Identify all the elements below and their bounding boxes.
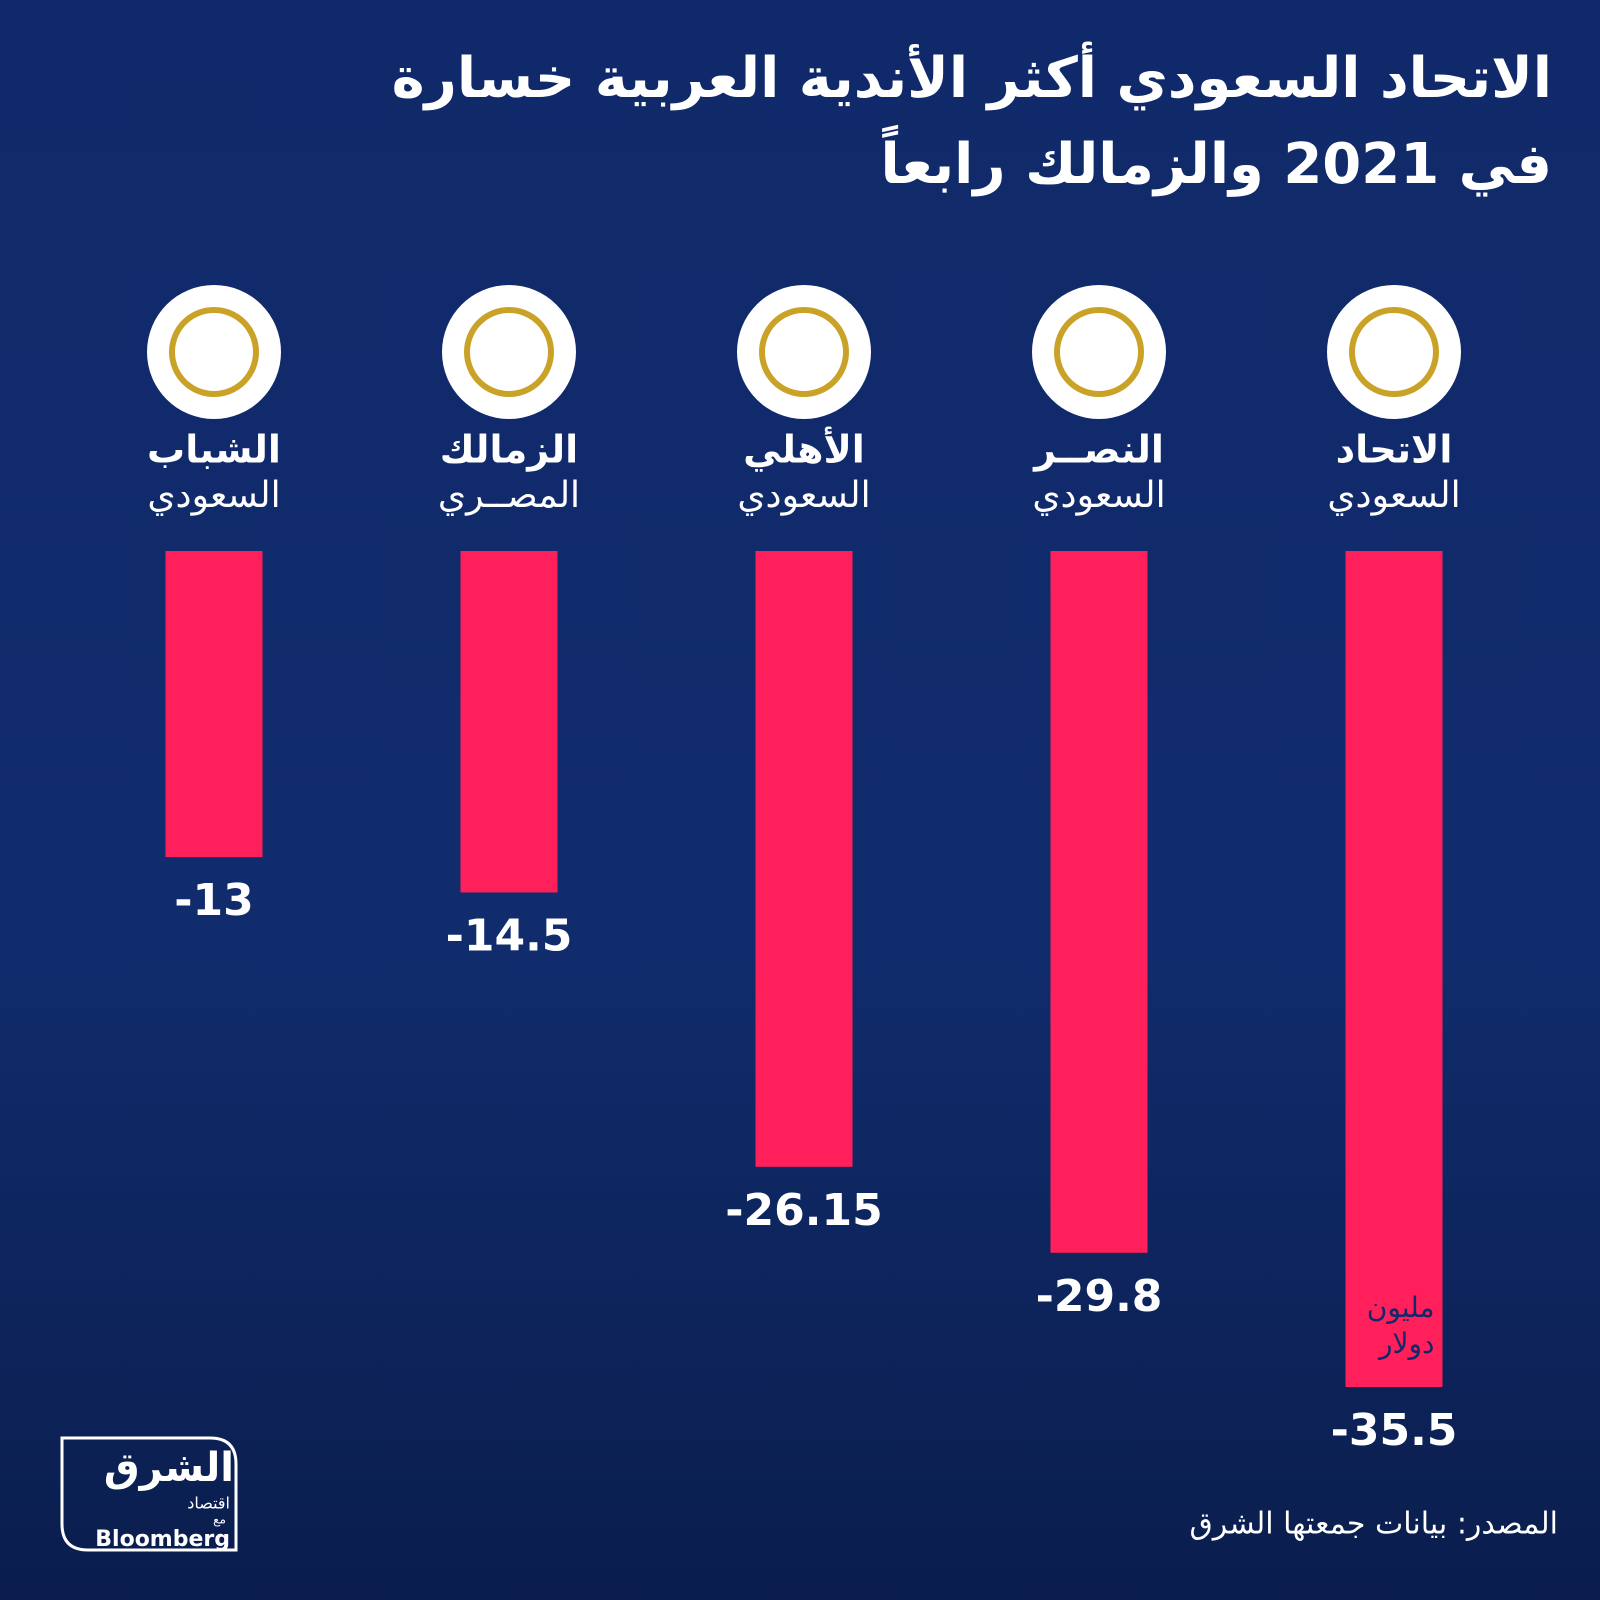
value-label: -29.8 [1036,1271,1163,1322]
category-label: النصــر [1032,428,1164,472]
category-sublabel: السعودي [737,475,870,516]
category-label: الشباب [147,428,281,472]
bar [1345,551,1443,1388]
logo-tagline: اقتصاد [187,1494,230,1513]
club-logo [1032,285,1166,419]
club-logo-inner [1349,307,1439,397]
unit-label: مليون [1367,1291,1435,1324]
bar [460,551,558,893]
value-label: -26.15 [725,1185,882,1236]
value-label: -14.5 [446,910,573,961]
club-logo [442,285,576,419]
club-logo [1327,285,1461,419]
logo-name: الشرق [104,1445,234,1491]
unit-label: دولار [1377,1327,1434,1360]
club-logo-inner [759,307,849,397]
club-logo-inner [1054,307,1144,397]
category-sublabel: السعودي [1032,475,1165,516]
category-label: الأهلي [743,426,865,472]
category-label: الزمالك [440,428,578,472]
value-label: -35.5 [1331,1405,1458,1456]
category-sublabel: المصــري [438,475,580,516]
club-logo [147,285,281,419]
brand-logo: الشرق اقتصاد مع Bloomberg [60,1436,238,1552]
club-logo-inner [169,307,259,397]
category-sublabel: السعودي [1327,475,1460,516]
club-logo-inner [464,307,554,397]
bar [1050,551,1148,1253]
logo-partner: Bloomberg [95,1527,230,1552]
bar [755,551,853,1167]
title-line: الاتحاد السعودي أكثر الأندية العربية خسا… [392,41,1552,111]
logo-with: مع [213,1513,226,1527]
club-logo [737,285,871,419]
logo-frame [60,1436,238,1552]
category-label: الاتحاد [1336,428,1453,472]
category-sublabel: السعودي [147,475,280,516]
source: المصدر: بيانات جمعتها الشرق [1189,1507,1558,1542]
bar [165,551,263,858]
title-line: في 2021 والزمالك رابعاً [880,124,1552,197]
value-label: -13 [174,875,254,926]
